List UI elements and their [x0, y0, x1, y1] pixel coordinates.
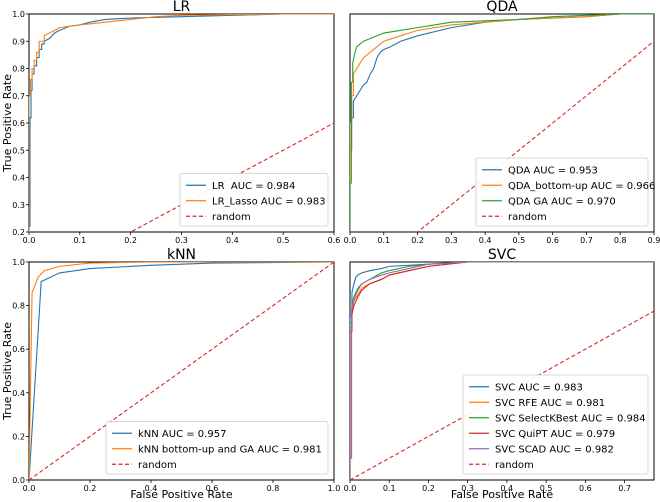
y-tick-label: 0.8: [12, 65, 25, 74]
x-tick-label: 0.6: [206, 484, 219, 493]
x-tick-label: 0.3: [445, 236, 458, 245]
y-tick-label: 1.0: [12, 10, 25, 19]
legend-label: SVC QuiPT AUC = 0.979: [495, 429, 615, 440]
x-tick-label: 0.5: [513, 236, 526, 245]
y-tick-label: 0.6: [12, 345, 25, 354]
legend-label: kNN AUC = 0.957: [138, 429, 226, 440]
legend-box: [462, 374, 649, 475]
x-tick-label: 0.2: [422, 484, 435, 493]
x-tick-label: 0.3: [175, 236, 188, 245]
panel-svc-title: SVC: [488, 247, 516, 263]
series-line-lr-1: [29, 14, 334, 232]
x-tick-label: 0.2: [84, 484, 97, 493]
y-tick-label: 0.2: [12, 432, 25, 441]
legend-label: SVC SelectKBest AUC = 0.984: [495, 413, 646, 424]
y-axis-label-top: True Positive Rate: [1, 74, 14, 173]
legend-label: QDA AUC = 0.953: [508, 165, 598, 176]
x-tick-label: 0.4: [145, 484, 158, 493]
legend-label: SVC SCAD AUC = 0.982: [495, 444, 614, 455]
y-tick-label: 0.7: [12, 92, 25, 101]
x-tick-label: 0.4: [226, 236, 239, 245]
legend-qda: QDA AUC = 0.953 QDA_bottom-up AUC = 0.966…: [475, 157, 655, 227]
series-line-knn-1: [29, 262, 334, 480]
x-tick-label: 0.7: [618, 484, 631, 493]
x-tick-label: 0.1: [383, 484, 396, 493]
panel-qda-title: QDA: [486, 0, 518, 15]
legend-label: QDA GA AUC = 0.970: [508, 196, 616, 207]
y-tick-label: 1.0: [12, 258, 25, 267]
x-axis-label-left: False Positive Rate: [130, 488, 232, 501]
y-axis-label-bottom: True Positive Rate: [1, 322, 14, 421]
x-tick-label: 0.0: [344, 236, 357, 245]
legend-label: SVC RFE AUC = 0.981: [495, 398, 605, 409]
x-axis-label-right: False Positive Rate: [451, 488, 553, 501]
y-tick-label: 0.6: [12, 119, 25, 128]
x-tick-label: 0.2: [411, 236, 424, 245]
legend-label: random: [495, 460, 534, 471]
x-tick-label: 0.1: [73, 236, 86, 245]
panel-lr-title: LR: [173, 0, 191, 15]
legend-box: [475, 157, 649, 227]
series-line-lr-2: [129, 122, 334, 232]
legend-svc: SVC AUC = 0.983 SVC RFE AUC = 0.981 SVC Se…: [462, 374, 649, 475]
x-tick-label: 0.2: [124, 236, 137, 245]
y-tick-label: 0.4: [12, 174, 25, 183]
legend-label: random: [212, 212, 251, 223]
x-tick-label: 0.3: [461, 484, 474, 493]
panel-qda-plot: 0.0 0.1 0.2 0.3 0.4 0.5 0.6 0.7 0.8 0.9 QDA AUC = …: [344, 14, 660, 245]
x-tick-label: 0.1: [377, 236, 390, 245]
panel-knn-plot: 0.0 0.2 0.4 0.6 0.8 1.0 0.0 0.2 0.4 0.6 0.8 1.0 kNN …: [12, 258, 340, 493]
legend-label: SVC AUC = 0.983: [495, 382, 583, 393]
x-tick-label: 0.4: [479, 236, 492, 245]
x-tick-label: 0.6: [328, 236, 341, 245]
panel-lr-plot: 0.0 0.1 0.2 0.3 0.4 0.5 0.6 0.2 0.3 0.4 0.5 0.6 0.7 0…: [12, 10, 341, 245]
series-line-knn-0: [29, 262, 334, 480]
y-tick-label: 0.5: [12, 146, 25, 155]
legend-label: LR_Lasso AUC = 0.983: [212, 196, 325, 207]
x-tick-label: 0.0: [23, 236, 36, 245]
y-tick-label: 0.4: [12, 389, 25, 398]
series-line-qda-1: [350, 14, 654, 232]
legend-lr: LR AUC = 0.984 LR_Lasso AUC = 0.983 random: [179, 173, 329, 227]
x-tick-label: 0.0: [344, 484, 357, 493]
y-tick-label: 0.8: [12, 302, 25, 311]
legend-label: kNN bottom-up and GA AUC = 0.981: [138, 444, 322, 455]
y-tick-label: 0.2: [12, 228, 25, 237]
series-line-qda-2: [350, 14, 654, 232]
x-tick-label: 0.7: [580, 236, 593, 245]
x-tick-label: 0.4: [501, 484, 514, 493]
series-line-svc-4: [350, 262, 654, 480]
series-line-knn-2: [29, 262, 334, 480]
legend-label: random: [508, 212, 547, 223]
y-tick-label: 0.3: [12, 201, 25, 210]
legend-label: QDA_bottom-up AUC = 0.966: [508, 181, 655, 192]
x-tick-label: 1.0: [328, 484, 341, 493]
y-tick-label: 0.9: [12, 37, 25, 46]
x-tick-label: 0.8: [614, 236, 627, 245]
x-tick-label: 0.0: [23, 484, 36, 493]
legend-label: random: [138, 460, 177, 471]
series-line-svc-5: [350, 310, 654, 480]
legend-box: [105, 421, 329, 475]
x-tick-label: 0.5: [277, 236, 290, 245]
legend-label: LR AUC = 0.984: [212, 181, 295, 192]
x-tick-label: 0.6: [579, 484, 592, 493]
legend-knn: kNN AUC = 0.957 kNN bottom-up and GA AUC …: [105, 421, 329, 475]
x-tick-label: 0.6: [546, 236, 559, 245]
plot-layer: 0.0 0.1 0.2 0.3 0.4 0.5 0.60.20.30.40.50.60.70…: [12, 10, 660, 493]
x-tick-label: 0.8: [267, 484, 280, 493]
y-tick-label: 0.0: [12, 476, 25, 485]
panel-knn-title: kNN: [167, 247, 196, 263]
legend-box: [179, 173, 329, 227]
x-tick-label: 0.5: [540, 484, 553, 493]
x-tick-label: 0.9: [648, 236, 660, 245]
